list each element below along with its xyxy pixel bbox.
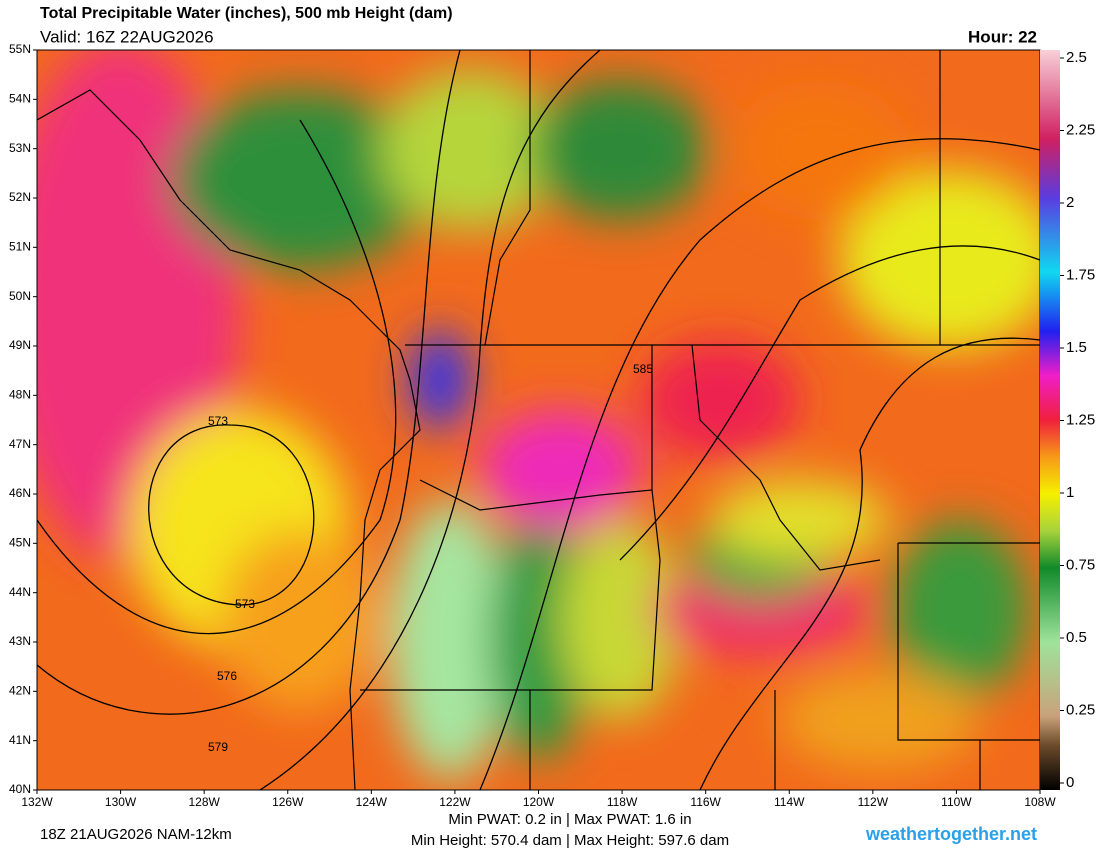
lat-label: 53N bbox=[9, 141, 31, 155]
lon-label: 116W bbox=[690, 795, 721, 809]
site-credit: weathertogether.net bbox=[865, 824, 1037, 844]
lat-label: 42N bbox=[9, 684, 31, 698]
lon-label: 118W bbox=[607, 795, 638, 809]
lon-label: 108W bbox=[1024, 795, 1056, 809]
lat-label: 46N bbox=[9, 486, 31, 500]
lon-label: 120W bbox=[523, 795, 555, 809]
colorbar-label: 2.25 bbox=[1066, 121, 1095, 138]
lat-label: 43N bbox=[9, 634, 31, 648]
model-run: 18Z 21AUG2026 NAM-12km bbox=[40, 826, 232, 843]
pwat-stats: Min PWAT: 0.2 in | Max PWAT: 1.6 in bbox=[448, 811, 691, 828]
lat-label: 54N bbox=[9, 92, 31, 106]
lat-label: 44N bbox=[9, 585, 31, 599]
colorbar-label: 1 bbox=[1066, 484, 1074, 501]
lon-label: 126W bbox=[272, 795, 304, 809]
colorbar-label: 0.5 bbox=[1066, 629, 1087, 646]
lat-label: 49N bbox=[9, 338, 31, 352]
colorbar-label: 1.5 bbox=[1066, 339, 1087, 356]
colorbar-label: 2.5 bbox=[1066, 49, 1087, 66]
lat-label: 50N bbox=[9, 289, 31, 303]
colorbar-label: 0.25 bbox=[1066, 701, 1095, 718]
lat-label: 41N bbox=[9, 733, 31, 747]
colorbar bbox=[1040, 50, 1060, 790]
colorbar-label: 0.75 bbox=[1066, 556, 1095, 573]
lat-label: 48N bbox=[9, 388, 31, 402]
lon-label: 122W bbox=[439, 795, 471, 809]
contour-label: 576 bbox=[217, 669, 237, 683]
lat-label: 51N bbox=[9, 240, 31, 254]
height-contours bbox=[37, 50, 1040, 790]
lat-label: 45N bbox=[9, 536, 31, 550]
contour-label: 585 bbox=[633, 362, 653, 376]
lon-label: 124W bbox=[356, 795, 388, 809]
contour-label: 579 bbox=[208, 740, 228, 754]
lon-label: 132W bbox=[21, 795, 53, 809]
borders bbox=[37, 50, 1040, 790]
contour-label: 573 bbox=[235, 597, 255, 611]
pwat-field bbox=[37, 50, 1040, 790]
lon-label: 114W bbox=[774, 795, 805, 809]
colorbar-label: 1.75 bbox=[1066, 266, 1095, 283]
colorbar-label: 2 bbox=[1066, 194, 1074, 211]
colorbar-label: 0 bbox=[1066, 774, 1074, 791]
lat-label: 55N bbox=[9, 42, 31, 56]
contour-label: 573 bbox=[208, 414, 228, 428]
height-stats: Min Height: 570.4 dam | Max Height: 597.… bbox=[411, 832, 729, 849]
forecast-hour: Hour: 22 bbox=[968, 27, 1037, 46]
title: Total Precipitable Water (inches), 500 m… bbox=[40, 5, 453, 22]
lon-label: 128W bbox=[188, 795, 220, 809]
lon-label: 110W bbox=[941, 795, 972, 809]
lon-label: 130W bbox=[105, 795, 137, 809]
valid-time: Valid: 16Z 22AUG2026 bbox=[40, 27, 214, 46]
lat-label: 40N bbox=[9, 782, 31, 796]
colorbar-label: 1.25 bbox=[1066, 411, 1095, 428]
lat-label: 52N bbox=[9, 190, 31, 204]
lat-label: 47N bbox=[9, 437, 31, 451]
lon-label: 112W bbox=[858, 795, 889, 809]
